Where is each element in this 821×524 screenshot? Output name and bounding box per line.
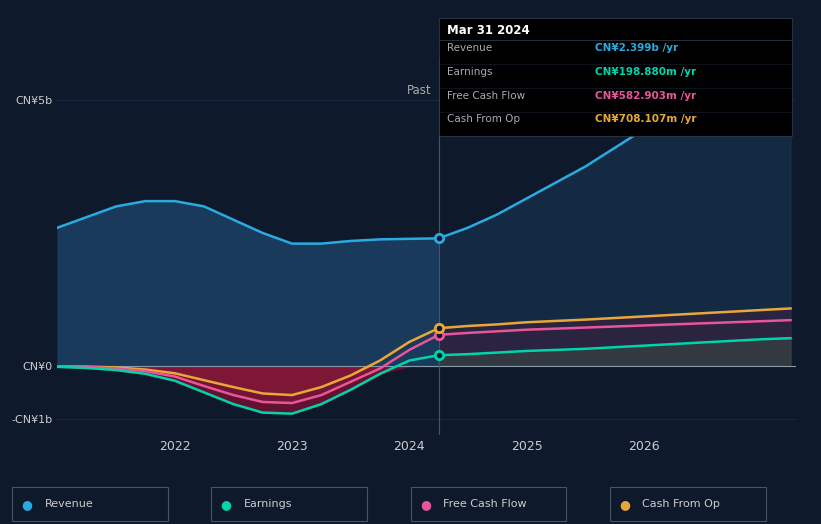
Text: ●: ●	[420, 498, 431, 511]
Text: Cash From Op: Cash From Op	[447, 114, 521, 124]
Text: Mar 31 2024: Mar 31 2024	[447, 24, 530, 37]
Text: Cash From Op: Cash From Op	[643, 499, 720, 509]
Text: CN¥2.399b /yr: CN¥2.399b /yr	[595, 43, 678, 53]
Text: Revenue: Revenue	[45, 499, 94, 509]
Text: CN¥582.903m /yr: CN¥582.903m /yr	[595, 91, 696, 101]
Text: ●: ●	[21, 498, 33, 511]
Text: Revenue: Revenue	[447, 43, 493, 53]
Text: Free Cash Flow: Free Cash Flow	[447, 91, 525, 101]
Text: Past: Past	[406, 84, 431, 97]
Text: Free Cash Flow: Free Cash Flow	[443, 499, 527, 509]
Text: CN¥198.880m /yr: CN¥198.880m /yr	[595, 67, 696, 77]
Text: Earnings: Earnings	[245, 499, 293, 509]
Text: CN¥708.107m /yr: CN¥708.107m /yr	[595, 114, 697, 124]
Text: ●: ●	[619, 498, 630, 511]
Text: ●: ●	[221, 498, 232, 511]
Text: Analysts Forecasts: Analysts Forecasts	[446, 84, 556, 97]
Text: Earnings: Earnings	[447, 67, 493, 77]
